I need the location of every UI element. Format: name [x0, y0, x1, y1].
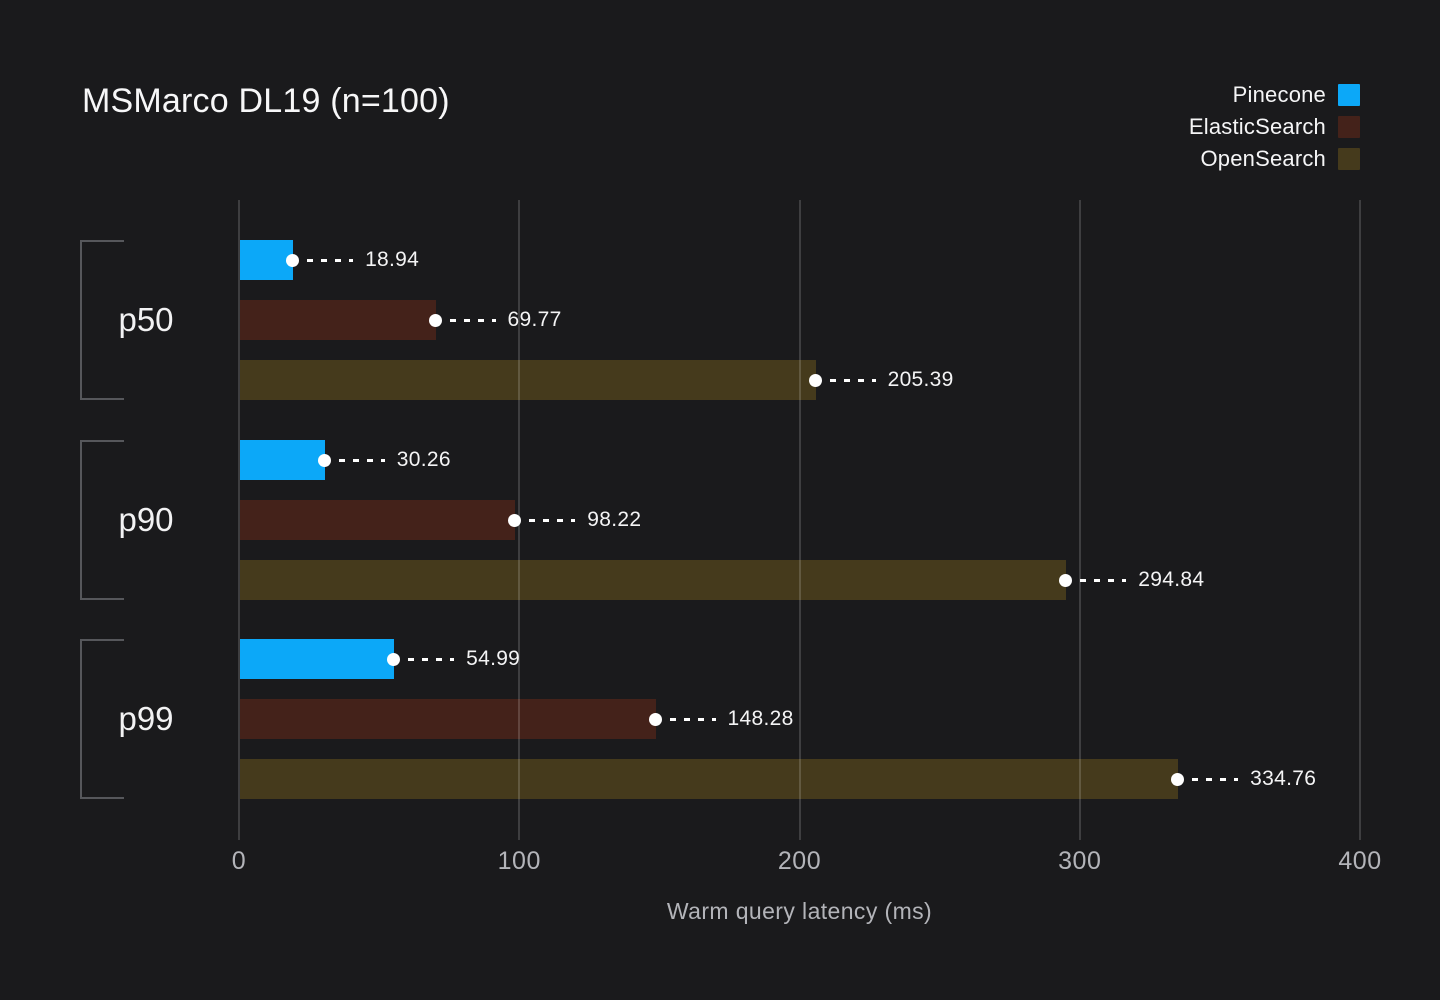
value-leader-opensearch-p99: 334.76 [1171, 759, 1317, 799]
value-label: 54.99 [466, 647, 521, 670]
bar-elasticsearch-p90 [240, 500, 516, 540]
legend-swatch [1338, 84, 1360, 106]
value-leader-elasticsearch-p90: 98.22 [508, 500, 642, 540]
legend-swatch [1338, 116, 1360, 138]
marker-dot [1171, 772, 1185, 786]
marker-dot [286, 253, 300, 267]
legend-item-pinecone: Pinecone [1233, 79, 1360, 111]
bar-opensearch-p50 [240, 360, 816, 400]
marker-dot [428, 313, 442, 327]
value-leader-elasticsearch-p99: 148.28 [648, 699, 794, 739]
legend-label: Pinecone [1232, 82, 1326, 107]
value-label: 98.22 [587, 508, 642, 531]
bar-pinecone-p50 [240, 240, 294, 280]
gridline [1359, 200, 1361, 840]
value-leader-pinecone-p50: 18.94 [286, 240, 420, 280]
value-label: 148.28 [727, 707, 794, 730]
marker-dot [387, 652, 401, 666]
legend-label: ElasticSearch [1188, 114, 1326, 139]
leader-line [1080, 578, 1127, 582]
marker-dot [808, 373, 822, 387]
value-label: 30.26 [396, 448, 451, 471]
value-leader-opensearch-p90: 294.84 [1059, 560, 1205, 600]
legend-label: OpenSearch [1200, 146, 1326, 171]
leader-line [529, 518, 576, 522]
x-tick-label: 400 [1338, 847, 1382, 875]
value-label: 294.84 [1138, 568, 1205, 591]
leader-line [338, 458, 385, 462]
value-label: 334.76 [1250, 767, 1317, 790]
category-bracket [80, 240, 124, 400]
legend-item-elasticsearch: ElasticSearch [1189, 111, 1360, 143]
value-leader-opensearch-p50: 205.39 [808, 360, 954, 400]
legend-item-opensearch: OpenSearch [1200, 143, 1360, 175]
bar-pinecone-p90 [240, 440, 325, 480]
legend-swatch [1338, 148, 1360, 170]
category-bracket [80, 440, 124, 600]
bar-elasticsearch-p99 [240, 699, 656, 739]
bar-opensearch-p99 [240, 759, 1179, 799]
chart-title: MSMarco DL19 (n=100) [82, 82, 450, 120]
bar-elasticsearch-p50 [240, 300, 436, 340]
leader-line [1192, 777, 1239, 781]
gridline [798, 200, 801, 840]
category-label: p90 [118, 501, 174, 538]
leader-line [307, 258, 354, 262]
x-tick-label: 300 [1058, 847, 1102, 875]
leader-line [408, 657, 455, 661]
legend: Pinecone ElasticSearch OpenSearch [1189, 79, 1360, 175]
gridline [238, 200, 240, 840]
value-label: 18.94 [365, 248, 420, 271]
category-label: p50 [118, 301, 174, 338]
x-tick-label: 200 [777, 847, 822, 875]
value-label: 69.77 [507, 308, 562, 331]
bar-pinecone-p99 [240, 639, 395, 679]
x-tick-label: 0 [231, 847, 247, 875]
value-leader-pinecone-p99: 54.99 [387, 639, 521, 679]
x-tick-label: 100 [497, 847, 541, 875]
value-leader-elasticsearch-p50: 69.77 [428, 300, 562, 340]
category-label: p99 [118, 700, 174, 737]
leader-line [829, 378, 876, 382]
value-leader-pinecone-p90: 30.26 [317, 440, 451, 480]
gridline [1078, 200, 1081, 840]
marker-dot [1059, 573, 1073, 587]
category-bracket [80, 639, 124, 799]
x-axis-title: Warm query latency (ms) [666, 898, 933, 924]
marker-dot [317, 453, 331, 467]
marker-dot [508, 513, 522, 527]
value-label: 205.39 [887, 368, 954, 391]
leader-line [669, 717, 716, 721]
leader-line [449, 318, 496, 322]
bar-opensearch-p90 [240, 560, 1067, 600]
marker-dot [648, 712, 662, 726]
